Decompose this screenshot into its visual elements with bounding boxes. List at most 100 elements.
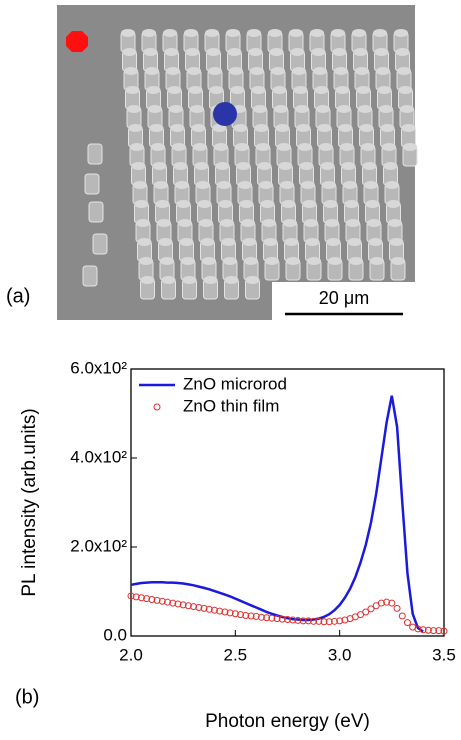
pillar-top <box>352 29 366 37</box>
pillar-top <box>150 124 164 132</box>
pillar-top <box>364 181 378 189</box>
pillar-top <box>208 67 222 75</box>
pillar-top <box>177 200 191 208</box>
pillar-top <box>366 200 380 208</box>
pillar <box>89 202 103 222</box>
red-marker <box>66 31 88 52</box>
pillar-top <box>202 257 216 265</box>
pillar-top <box>334 67 348 75</box>
pillar-top <box>331 29 345 37</box>
pillar-top <box>247 29 261 37</box>
pillar-top <box>151 143 165 151</box>
figure: (a) (b) 20 μm0.02.0x10²4.0x10²6.0x10²2.0… <box>0 0 461 735</box>
pillar-top <box>282 200 296 208</box>
pillar-top <box>388 219 402 227</box>
pillar-top <box>402 124 416 132</box>
pillar-top <box>367 219 381 227</box>
x-tick-label: 3.5 <box>432 645 456 664</box>
pillar-top <box>237 162 251 170</box>
pillar-top <box>286 257 300 265</box>
pillar-top <box>129 124 143 132</box>
pillar-top <box>337 105 351 113</box>
pillar-top <box>292 67 306 75</box>
pillar-top <box>273 86 287 94</box>
pillar-top <box>387 200 401 208</box>
pillar-top <box>318 124 332 132</box>
pillar-top <box>328 257 342 265</box>
pillar-top <box>223 257 237 265</box>
pillar-top <box>339 124 353 132</box>
pillar-top <box>306 238 320 246</box>
pillar-top <box>199 219 213 227</box>
pillar-top <box>270 48 284 56</box>
pillar-top <box>319 143 333 151</box>
pillar-top <box>165 48 179 56</box>
pillar-top <box>295 105 309 113</box>
pillar-top <box>183 276 197 284</box>
pillar-top <box>291 48 305 56</box>
pillar-top <box>195 162 209 170</box>
y-tick-label: 6.0x10² <box>70 358 127 377</box>
pillar-top <box>258 162 272 170</box>
panel-label: (a) <box>6 285 30 307</box>
pillar-top <box>153 162 167 170</box>
pillar-top <box>274 105 288 113</box>
pillar-top <box>192 124 206 132</box>
pillar-top <box>159 238 173 246</box>
scale-bar-label: 20 μm <box>319 288 369 308</box>
pillar-top <box>127 105 141 113</box>
pillar-top <box>343 181 357 189</box>
pillar-top <box>144 48 158 56</box>
pillar-top <box>148 105 162 113</box>
pillar-top <box>289 29 303 37</box>
pillar-top <box>397 67 411 75</box>
pillar-top <box>382 143 396 151</box>
pillar-top <box>378 86 392 94</box>
x-tick-label: 3.0 <box>328 645 352 664</box>
pillar-top <box>124 67 138 75</box>
data-point <box>399 613 405 619</box>
data-point <box>404 620 410 626</box>
pillar-top <box>379 105 393 113</box>
pillar-top <box>361 143 375 151</box>
pillar-top <box>133 181 147 189</box>
x-tick-label: 2.5 <box>224 645 248 664</box>
pillar-top <box>376 67 390 75</box>
pillar-top <box>249 48 263 56</box>
pillar-top <box>238 181 252 189</box>
pillar-top <box>184 29 198 37</box>
pillar-top <box>373 29 387 37</box>
pillar <box>88 144 102 164</box>
pillar-top <box>369 238 383 246</box>
pillar-top <box>396 48 410 56</box>
pillar-top <box>172 143 186 151</box>
pillar-top <box>147 86 161 94</box>
pillar-top <box>216 162 230 170</box>
pillar-top <box>403 143 417 151</box>
pillar-top <box>241 219 255 227</box>
pillar-top <box>264 238 278 246</box>
pillar-top <box>166 67 180 75</box>
pillar-top <box>235 143 249 151</box>
pillar-top <box>154 181 168 189</box>
pillar-top <box>163 29 177 37</box>
pillar-top <box>346 219 360 227</box>
pillar-top <box>279 162 293 170</box>
y-tick-label: 0.0 <box>103 625 127 644</box>
pillar-top <box>175 181 189 189</box>
legend-marker <box>154 404 160 410</box>
pillar-top <box>178 219 192 227</box>
pillar-top <box>160 257 174 265</box>
pillar-top <box>297 124 311 132</box>
panel-label: (b) <box>15 686 39 708</box>
pillar-top <box>363 162 377 170</box>
pillar-top <box>385 181 399 189</box>
y-tick-label: 2.0x10² <box>70 536 127 555</box>
pillar-top <box>190 105 204 113</box>
page: (a) (b) 20 μm0.02.0x10²4.0x10²6.0x10²2.0… <box>0 0 461 740</box>
pillar <box>85 174 99 194</box>
pillar-top <box>244 257 258 265</box>
pillar-top <box>394 29 408 37</box>
pillar-top <box>348 238 362 246</box>
pillar-top <box>384 162 398 170</box>
